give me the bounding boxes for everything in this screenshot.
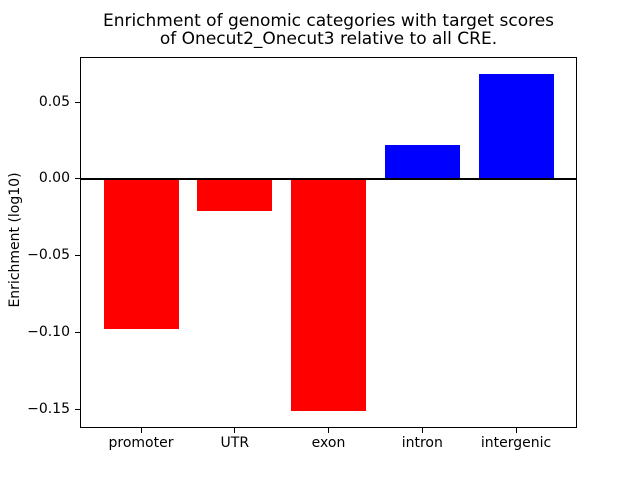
x-tick-mark — [421, 427, 423, 433]
chart-title-line-1: Enrichment of genomic categories with ta… — [102, 11, 555, 31]
x-tick-label-UTR: UTR — [220, 434, 250, 451]
bar-promoter — [103, 178, 179, 330]
y-tick-mark — [75, 331, 80, 333]
y-tick-mark — [75, 408, 80, 410]
y-tick-mark — [75, 178, 80, 180]
y-tick-mark — [75, 101, 80, 103]
bar-intergenic — [478, 74, 554, 179]
y-tick-label: −0.05 — [27, 247, 70, 263]
x-tick-label-intergenic: intergenic — [480, 434, 552, 451]
x-tick-mark — [140, 427, 142, 433]
y-tick-label: 0.05 — [38, 93, 70, 110]
bar-exon — [291, 178, 366, 411]
x-tick-mark — [328, 427, 329, 433]
y-tick-label: 0.00 — [38, 170, 70, 187]
x-tick-label-intron: intron — [401, 434, 443, 451]
x-tick-mark — [515, 427, 517, 433]
x-tick-label-exon: exon — [311, 434, 346, 451]
zero-line — [81, 177, 576, 180]
x-tick-label-promoter: promoter — [108, 434, 174, 451]
bar-intron — [384, 145, 460, 179]
x-tick-mark — [234, 427, 236, 433]
y-tick-label: −0.15 — [27, 400, 70, 417]
chart-title-line-2: of Onecut2_Onecut3 relative to all CRE. — [159, 28, 498, 49]
y-tick-label: −0.10 — [27, 323, 70, 340]
y-tick-mark — [75, 255, 80, 256]
chart-title: Enrichment of genomic categories with ta… — [81, 11, 576, 49]
bar-UTR — [197, 178, 273, 211]
